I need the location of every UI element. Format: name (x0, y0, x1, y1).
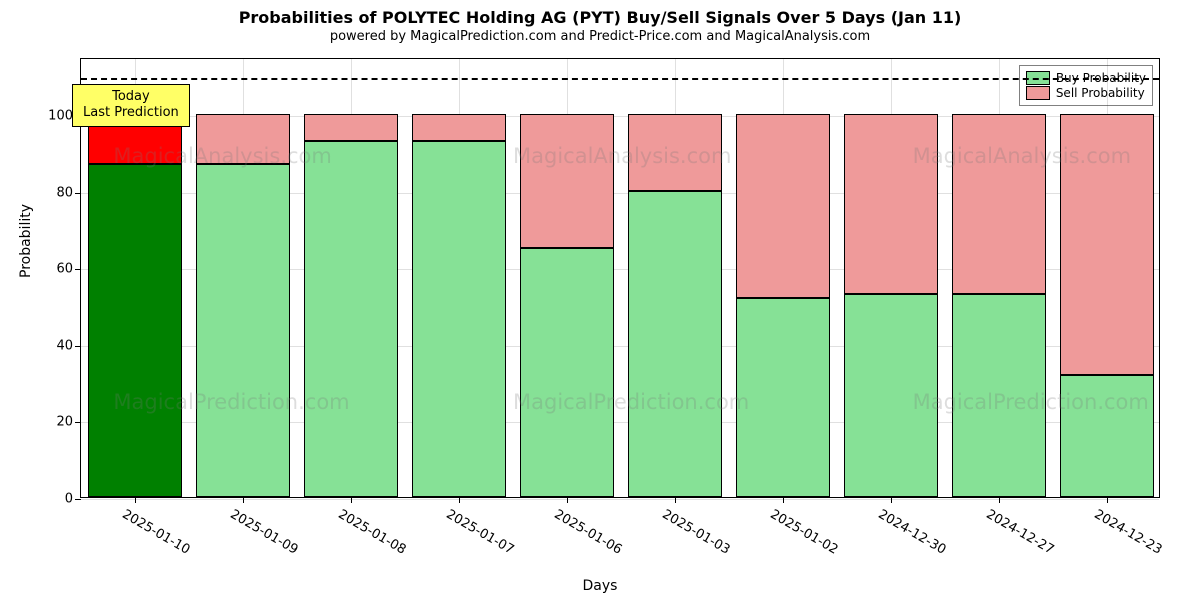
bar-sell (844, 114, 938, 294)
x-tick-mark (243, 497, 244, 503)
bar-buy (88, 164, 182, 497)
bar-buy (520, 248, 614, 497)
bar-buy (196, 164, 290, 497)
y-tick-label: 40 (56, 338, 73, 353)
x-tick-mark (459, 497, 460, 503)
legend-label-sell: Sell Probability (1056, 86, 1145, 100)
bar-sell (196, 114, 290, 164)
bar-sell (304, 114, 398, 141)
bar-sell (628, 114, 722, 191)
x-tick-label: 2025-01-07 (444, 507, 517, 558)
x-tick-mark (135, 497, 136, 503)
legend-swatch-sell (1026, 86, 1050, 100)
y-tick-mark (75, 422, 81, 423)
y-tick-mark (75, 269, 81, 270)
x-tick-mark (1107, 497, 1108, 503)
x-tick-label: 2024-12-23 (1092, 507, 1165, 558)
legend: Buy Probability Sell Probability (1019, 65, 1153, 106)
bar-sell (736, 114, 830, 298)
annotation-line1: Today (83, 89, 179, 105)
x-tick-label: 2025-01-03 (660, 507, 733, 558)
y-tick-label: 80 (56, 185, 73, 200)
bar-sell (1060, 114, 1154, 374)
bar-buy (412, 141, 506, 497)
y-axis-label: Probability (18, 204, 34, 278)
x-axis-label: Days (583, 578, 618, 594)
x-tick-label: 2025-01-09 (228, 507, 301, 558)
y-tick-label: 20 (56, 415, 73, 430)
bar-buy (844, 294, 938, 497)
y-tick-label: 100 (48, 109, 73, 124)
bar-buy (952, 294, 1046, 497)
bar-sell (412, 114, 506, 141)
chart-title: Probabilities of POLYTEC Holding AG (PYT… (0, 0, 1200, 27)
annotation-line2: Last Prediction (83, 105, 179, 121)
bar-buy (736, 298, 830, 497)
x-tick-mark (891, 497, 892, 503)
x-tick-label: 2025-01-02 (768, 507, 841, 558)
y-tick-label: 60 (56, 262, 73, 277)
y-tick-mark (75, 346, 81, 347)
x-tick-label: 2024-12-27 (984, 507, 1057, 558)
bar-sell (520, 114, 614, 248)
y-tick-label: 0 (65, 492, 73, 507)
x-tick-label: 2025-01-08 (336, 507, 409, 558)
today-annotation: TodayLast Prediction (72, 84, 190, 127)
bar-buy (1060, 375, 1154, 497)
x-tick-mark (675, 497, 676, 503)
x-tick-mark (783, 497, 784, 503)
x-tick-label: 2025-01-10 (120, 507, 193, 558)
plot-area: Buy Probability Sell Probability 0204060… (80, 58, 1160, 498)
y-tick-mark (75, 499, 81, 500)
legend-row-sell: Sell Probability (1026, 86, 1146, 100)
bar-buy (628, 191, 722, 497)
chart-subtitle: powered by MagicalPrediction.com and Pre… (0, 27, 1200, 44)
x-tick-mark (999, 497, 1000, 503)
x-tick-mark (351, 497, 352, 503)
x-tick-label: 2024-12-30 (876, 507, 949, 558)
y-tick-mark (75, 193, 81, 194)
x-tick-label: 2025-01-06 (552, 507, 625, 558)
bar-sell (952, 114, 1046, 294)
bar-buy (304, 141, 398, 497)
x-tick-mark (567, 497, 568, 503)
